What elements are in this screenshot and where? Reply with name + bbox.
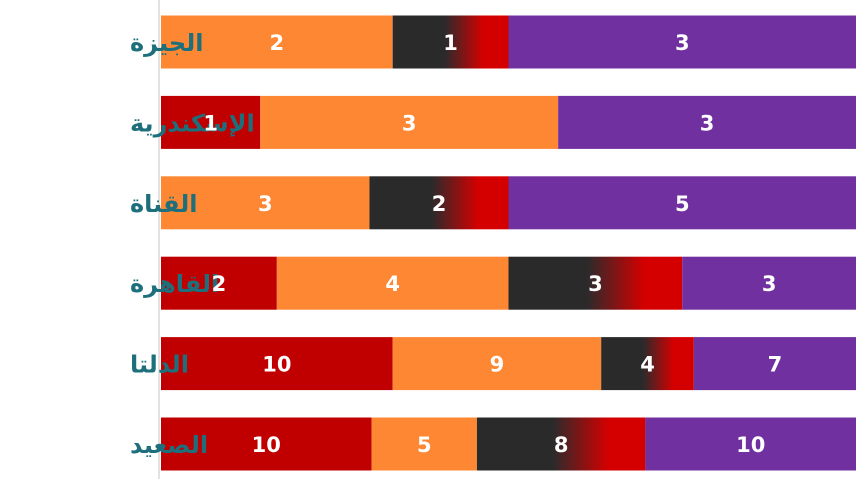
bar-segment bbox=[161, 15, 393, 69]
data-label: 7 bbox=[768, 353, 783, 377]
data-label: 5 bbox=[417, 433, 432, 457]
data-label: 3 bbox=[588, 272, 603, 296]
bar-segment bbox=[693, 337, 856, 391]
bar-segment bbox=[508, 15, 856, 69]
bar-segment bbox=[161, 256, 277, 310]
data-label: 5 bbox=[675, 192, 690, 216]
data-label: 3 bbox=[700, 111, 715, 135]
category-label: القناة bbox=[130, 190, 198, 218]
bar-segment bbox=[558, 95, 856, 149]
data-label: 1 bbox=[443, 31, 458, 55]
data-label: 10 bbox=[736, 433, 765, 457]
category-label: الدلتا bbox=[130, 351, 189, 379]
bar-segment bbox=[371, 417, 477, 471]
bar-segment bbox=[276, 256, 509, 310]
data-label: 1 bbox=[203, 111, 218, 135]
data-label: 10 bbox=[262, 353, 291, 377]
bar-segment bbox=[161, 417, 372, 471]
bar-segment bbox=[161, 337, 393, 391]
bar-segment bbox=[682, 256, 856, 310]
bar-segment bbox=[161, 176, 370, 230]
data-label: 2 bbox=[270, 31, 285, 55]
bar-segment bbox=[392, 337, 602, 391]
bar-segment bbox=[476, 417, 646, 471]
bars-group bbox=[161, 15, 856, 471]
category-label: الجيزة bbox=[130, 29, 203, 57]
bar-segment bbox=[508, 256, 683, 310]
data-label: 8 bbox=[554, 433, 569, 457]
bar-segment bbox=[369, 176, 509, 230]
bar-segment bbox=[392, 15, 509, 69]
data-label: 9 bbox=[490, 353, 505, 377]
bar-segment bbox=[161, 95, 261, 149]
bar-segment bbox=[260, 95, 559, 149]
category-label: القاهرة bbox=[130, 270, 219, 298]
bar-segment bbox=[508, 176, 856, 230]
category-label: الإسكندرية bbox=[130, 109, 255, 137]
bar-segment bbox=[601, 337, 694, 391]
data-label: 3 bbox=[675, 31, 690, 55]
data-label: 3 bbox=[762, 272, 777, 296]
data-label: 10 bbox=[252, 433, 281, 457]
data-label: 3 bbox=[258, 192, 273, 216]
category-label: الصعيد bbox=[130, 431, 208, 459]
data-label: 4 bbox=[640, 353, 655, 377]
data-label: 3 bbox=[402, 111, 417, 135]
data-label: 2 bbox=[212, 272, 227, 296]
bar-segment bbox=[645, 417, 856, 471]
data-label: 2 bbox=[432, 192, 447, 216]
data-label: 4 bbox=[385, 272, 400, 296]
